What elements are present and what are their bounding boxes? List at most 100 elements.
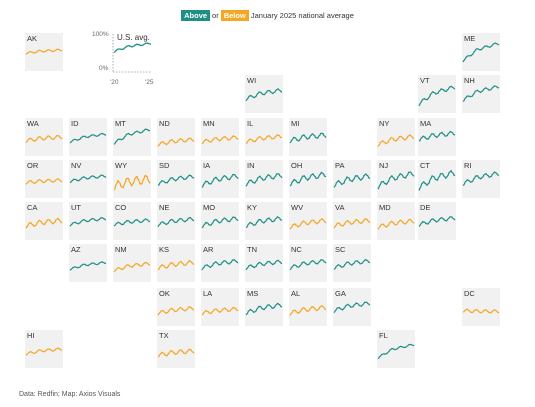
series-line-in: [245, 173, 283, 187]
state-tile-ms: MS: [245, 288, 283, 326]
state-label: HI: [27, 331, 35, 340]
state-sparkline-svg: [245, 259, 283, 271]
series-line-ct: [418, 170, 456, 191]
state-tile-wv: WV: [289, 202, 327, 240]
state-sparkline-svg: [201, 306, 239, 316]
series-line-vt: [418, 85, 456, 107]
state-tile-ak: AK: [25, 33, 63, 71]
state-tile-al: AL: [289, 288, 327, 326]
state-sparkline-svg: [25, 217, 63, 229]
series-line-mn: [202, 135, 239, 144]
state-label: TN: [247, 245, 257, 254]
state-sparkline-svg: [201, 259, 239, 271]
state-label: AR: [203, 245, 214, 254]
state-label: UT: [71, 203, 81, 212]
state-tile-mn: MN: [201, 118, 239, 156]
series-line-md: [377, 218, 415, 230]
state-tile-ny: NY: [377, 118, 415, 156]
series-line-fl: [377, 343, 415, 360]
series-line-tx: [157, 348, 195, 358]
state-label: TX: [159, 331, 169, 340]
state-tile-mi: MI: [289, 118, 327, 156]
state-tile-sd: SD: [157, 160, 195, 198]
series-line-sc: [333, 258, 371, 270]
state-sparkline-svg: [377, 343, 415, 360]
state-tile-sc: SC: [333, 244, 371, 282]
series-line-wa: [25, 135, 63, 144]
state-tile-vt: VT: [418, 75, 456, 113]
state-label: KY: [247, 203, 258, 212]
state-tile-nd: ND: [157, 118, 195, 156]
state-label: RI: [464, 161, 472, 170]
series-line-ne: [157, 216, 194, 227]
state-label: GA: [335, 289, 346, 298]
series-line-oh: [289, 171, 327, 187]
series-line-ar: [201, 259, 239, 271]
state-sparkline-svg: [157, 174, 195, 186]
state-label: IN: [247, 161, 255, 170]
state-tile-az: AZ: [69, 244, 107, 282]
state-tile-nh: NH: [462, 75, 500, 113]
state-tile-or: OR: [25, 160, 63, 198]
state-sparkline-svg: [333, 173, 371, 188]
state-sparkline-svg: [113, 128, 151, 145]
state-tile-co: CO: [113, 202, 151, 240]
state-tile-la: LA: [201, 288, 239, 326]
state-tile-ma: MA: [418, 118, 456, 156]
state-label: NJ: [379, 161, 389, 170]
state-sparkline-svg: [333, 258, 371, 270]
state-tile-ks: KS: [157, 244, 195, 282]
state-label: NM: [115, 245, 127, 254]
state-label: CO: [115, 203, 127, 212]
series-line-ky: [245, 216, 283, 229]
series-line-nc: [289, 259, 327, 271]
state-tile-ok: OK: [157, 288, 195, 326]
state-sparkline-svg: [69, 217, 107, 227]
series-line-ma: [418, 130, 456, 142]
state-sparkline-svg: [289, 171, 327, 187]
state-tile-hi: HI: [25, 330, 63, 368]
state-label: NH: [464, 76, 475, 85]
series-line-nv: [69, 174, 107, 184]
state-sparkline-svg: [25, 347, 63, 356]
state-tile-md: MD: [377, 202, 415, 240]
state-label: DC: [464, 289, 475, 298]
state-tile-wi: WI: [245, 75, 283, 113]
state-sparkline-svg: [289, 259, 327, 271]
state-tile-wy: WY: [113, 160, 151, 198]
state-tile-de: DE: [418, 202, 456, 240]
series-line-sd: [157, 174, 195, 186]
series-line-mt: [113, 128, 151, 145]
state-sparkline-svg: [377, 134, 415, 147]
key-y-top-tick: 100%: [92, 31, 109, 38]
state-sparkline-svg: [69, 261, 107, 271]
state-tile-nm: NM: [113, 244, 151, 282]
series-line-il: [245, 134, 283, 144]
series-line-al: [289, 305, 327, 316]
state-label: MA: [420, 119, 432, 128]
series-line-nh: [462, 85, 500, 102]
key-x-start-tick: '20: [110, 79, 119, 86]
state-sparkline-svg: [69, 132, 107, 144]
series-line-id: [69, 132, 107, 144]
series-line-ny: [377, 134, 415, 147]
state-label: WA: [27, 119, 39, 128]
state-label: WV: [291, 203, 304, 212]
state-sparkline-svg: [157, 216, 194, 227]
state-tile-ky: KY: [245, 202, 283, 240]
series-line-ak: [25, 48, 63, 55]
state-tile-ga: GA: [333, 288, 371, 326]
series-line-de: [418, 216, 456, 227]
legend-above-badge: Above: [181, 10, 211, 21]
key-x-end-tick: '25: [145, 79, 154, 86]
state-tile-mo: MO: [201, 202, 239, 240]
state-label: NV: [71, 161, 82, 170]
state-sparkline-svg: [202, 135, 239, 144]
state-sparkline-svg: [418, 216, 456, 227]
state-sparkline-svg: [157, 306, 195, 316]
series-line-or: [25, 178, 62, 185]
state-label: IL: [247, 119, 254, 128]
state-sparkline-svg: [333, 218, 371, 229]
state-tile-ct: CT: [418, 160, 456, 198]
state-tile-oh: OH: [289, 160, 327, 198]
